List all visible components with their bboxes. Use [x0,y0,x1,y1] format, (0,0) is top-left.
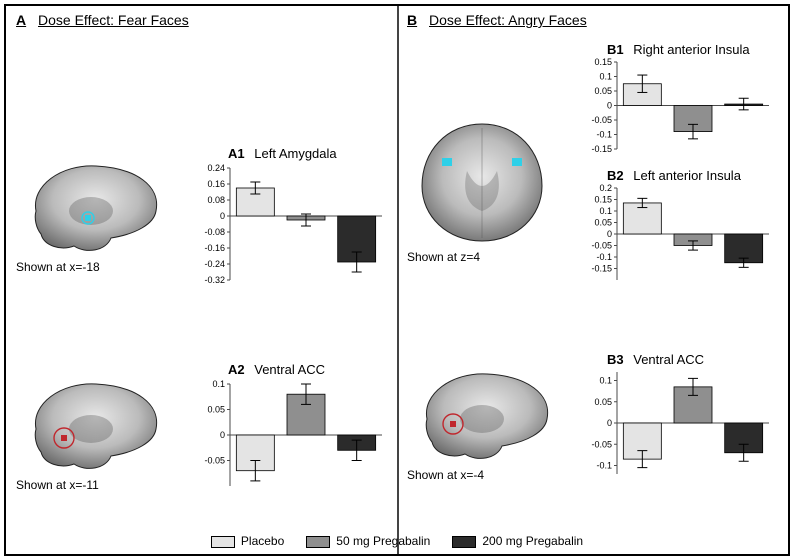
chart-a1-title: A1 Left Amygdala [228,146,337,161]
brain-b-top [407,116,557,246]
chart-b3: 0.1 0.05 0 -0.05 -0.1 [583,368,773,478]
svg-text:-0.1: -0.1 [596,252,612,262]
panel-a-label: A [16,12,26,28]
svg-text:0.1: 0.1 [599,72,612,82]
svg-text:0.05: 0.05 [594,218,612,228]
panel-b-title-text: Dose Effect: Angry Faces [429,12,587,28]
panel-b-label: B [407,12,417,28]
svg-text:0.05: 0.05 [594,397,612,407]
panel-b-title: B Dose Effect: Angry Faces [407,12,587,28]
svg-text:0.1: 0.1 [599,376,612,386]
svg-text:0.05: 0.05 [594,86,612,96]
brain-a1-svg [16,156,166,256]
chart-b2-title: B2 Left anterior Insula [607,168,741,183]
svg-text:0: 0 [607,101,612,111]
svg-text:-0.05: -0.05 [591,241,612,251]
chart-b2: 0.2 0.150.1 0.050 -0.05-0.1 -0.15 [583,184,773,284]
svg-text:0.24: 0.24 [207,163,225,173]
panel-a-title: A Dose Effect: Fear Faces [16,12,189,28]
chart-b1-title: B1 Right anterior Insula [607,42,750,57]
svg-text:0.1: 0.1 [212,379,225,389]
chart-a1-title-text: Left Amygdala [254,146,336,161]
legend-swatch-0 [211,536,235,548]
legend-label-0: Placebo [241,534,284,548]
brain-b-top-caption: Shown at z=4 [407,250,480,264]
brain-b-bottom-svg [407,364,557,464]
chart-a1-label: A1 [228,146,245,161]
brain-a2-svg [16,374,166,474]
svg-text:-0.05: -0.05 [204,456,225,466]
chart-b1-title-text: Right anterior Insula [633,42,749,57]
legend-label-1: 50 mg Pregabalin [336,534,430,548]
brain-a1-caption: Shown at x=-18 [16,260,100,274]
svg-text:0: 0 [607,229,612,239]
svg-text:0.16: 0.16 [207,179,225,189]
svg-text:-0.32: -0.32 [204,275,225,285]
legend: Placebo 50 mg Pregabalin 200 mg Pregabal… [6,534,788,548]
chart-a1: 0.24 0.16 0.08 0 -0.08 -0.16 -0.24 -0.32 [196,164,386,284]
chart-b3-title-text: Ventral ACC [633,352,704,367]
chart-a2: 0.1 0.05 0 -0.05 [196,380,386,490]
legend-item-2: 200 mg Pregabalin [452,534,583,548]
svg-text:0: 0 [220,430,225,440]
svg-text:0: 0 [607,418,612,428]
chart-b1: 0.15 0.1 0.05 0 -0.05 -0.1 -0.15 [583,58,773,153]
svg-text:-0.16: -0.16 [204,243,225,253]
chart-b3-label: B3 [607,352,624,367]
svg-text:0.15: 0.15 [594,195,612,205]
panel-a: A Dose Effect: Fear Faces Shown at x=-18… [6,6,397,554]
svg-text:-0.05: -0.05 [591,115,612,125]
svg-text:-0.08: -0.08 [204,227,225,237]
legend-swatch-2 [452,536,476,548]
svg-text:-0.24: -0.24 [204,259,225,269]
chart-a2-title: A2 Ventral ACC [228,362,325,377]
svg-text:-0.1: -0.1 [596,130,612,140]
brain-a2-caption: Shown at x=-11 [16,478,99,492]
svg-text:0.15: 0.15 [594,57,612,67]
svg-text:0: 0 [220,211,225,221]
svg-text:0.05: 0.05 [207,405,225,415]
svg-text:-0.15: -0.15 [591,264,612,274]
chart-b2-label: B2 [607,168,624,183]
brain-b-bottom [407,364,557,464]
legend-label-2: 200 mg Pregabalin [482,534,583,548]
svg-text:-0.1: -0.1 [596,461,612,471]
legend-item-1: 50 mg Pregabalin [306,534,430,548]
legend-item-0: Placebo [211,534,284,548]
brain-b-bottom-caption: Shown at x=-4 [407,468,484,482]
panel-a-title-text: Dose Effect: Fear Faces [38,12,189,28]
brain-a1 [16,156,166,256]
svg-text:-0.05: -0.05 [591,439,612,449]
panel-b: B Dose Effect: Angry Faces Shown at z=4 … [397,6,788,554]
legend-swatch-1 [306,536,330,548]
chart-a2-title-text: Ventral ACC [254,362,325,377]
svg-text:0.08: 0.08 [207,195,225,205]
chart-a2-label: A2 [228,362,245,377]
figure-frame: A Dose Effect: Fear Faces Shown at x=-18… [4,4,790,556]
brain-a2 [16,374,166,474]
svg-text:-0.15: -0.15 [591,144,612,154]
chart-b2-title-text: Left anterior Insula [633,168,741,183]
svg-text:0.1: 0.1 [599,206,612,216]
chart-b1-label: B1 [607,42,624,57]
svg-text:0.2: 0.2 [599,183,612,193]
chart-b3-title: B3 Ventral ACC [607,352,704,367]
brain-b-top-svg [407,116,557,246]
